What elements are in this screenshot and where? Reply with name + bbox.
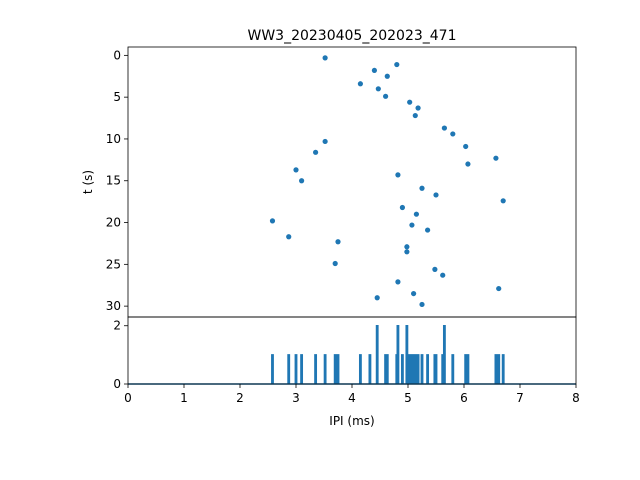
scatter-point: [419, 301, 425, 308]
scatter-point: [450, 131, 456, 137]
x-tick-label: 0: [124, 391, 132, 405]
ipi-histogram: 0 2 0 1 2 3 4 5 6 7 8: [113, 316, 580, 405]
x-tick-label: 2: [236, 391, 244, 405]
scatter-point: [269, 218, 276, 224]
scatter-point: [425, 227, 431, 233]
scatter-point: [394, 61, 400, 68]
y-tick-label: 25: [106, 257, 121, 271]
x-tick-label: 6: [460, 391, 468, 405]
scatter-point: [496, 285, 502, 292]
y-tick-label: 15: [106, 174, 121, 188]
y-tick-label: 20: [106, 216, 121, 230]
x-tick-label: 5: [404, 391, 412, 405]
scatter-point: [322, 55, 328, 61]
scatter-point: [404, 249, 410, 255]
scatter-point: [286, 234, 292, 240]
y-tick-label: 0: [113, 48, 121, 62]
x-tick-label: 8: [572, 391, 580, 405]
scatter-point: [374, 295, 380, 301]
scatter-point: [413, 211, 419, 217]
scatter-point: [293, 167, 299, 173]
scatter-point: [335, 239, 341, 245]
scatter-point: [332, 260, 338, 267]
x-tick-label: 3: [292, 391, 300, 405]
y-tick-label: 0: [113, 377, 121, 391]
scatter-point: [357, 81, 363, 87]
scatter-point: [322, 138, 328, 145]
scatter-point: [313, 149, 319, 155]
scatter-point: [440, 272, 446, 278]
scatter-point: [399, 204, 405, 211]
y-tick-label: 5: [113, 90, 121, 104]
scatter-point: [395, 172, 401, 178]
scatter-point: [463, 143, 469, 150]
y-tick-label: 2: [113, 319, 121, 333]
y-axis-label: t (s): [81, 170, 95, 194]
scatter-point: [299, 178, 305, 184]
scatter-point: [371, 67, 377, 74]
scatter-point: [432, 266, 438, 272]
ipi-histogram-line: [128, 324, 576, 385]
y-tick-label: 30: [106, 299, 121, 313]
scatter-point: [412, 112, 418, 119]
scatter-point: [433, 192, 439, 198]
x-tick-label: 1: [180, 391, 188, 405]
y-tick-label: 10: [106, 132, 121, 146]
ipi-histogram-frame: [127, 316, 577, 385]
scatter-point: [375, 86, 381, 92]
scatter-point: [500, 198, 506, 204]
x-tick-label: 4: [348, 391, 356, 405]
scatter-point: [407, 99, 413, 105]
scatter-point: [493, 155, 499, 161]
scatter-point: [395, 279, 401, 285]
scatter-point: [383, 93, 389, 99]
x-tick-label: 7: [516, 391, 524, 405]
x-axis-label: IPI (ms): [329, 414, 374, 428]
scatter-point: [465, 161, 471, 167]
scatter-point: [441, 125, 447, 131]
scatter-point: [411, 290, 417, 297]
scatter-point: [404, 244, 410, 250]
scatter-point: [419, 185, 425, 191]
scatter-point: [409, 222, 415, 228]
scatter-point: [384, 73, 390, 79]
chart-title: WW3_20230405_202023_471: [247, 28, 456, 44]
scatter-point: [415, 105, 421, 111]
